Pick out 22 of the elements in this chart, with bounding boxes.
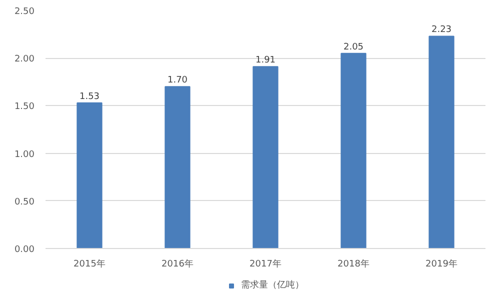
bar <box>164 86 190 248</box>
data-label: 1.70 <box>167 76 188 86</box>
bar <box>340 52 366 248</box>
bar <box>428 36 454 248</box>
legend-label: 需求量（亿吨） <box>241 279 304 292</box>
y-tick-label: 1.00 <box>14 150 35 160</box>
x-tick-label: 2015年 <box>74 258 106 270</box>
y-tick-label: 0.00 <box>14 245 35 255</box>
x-tick-label: 2017年 <box>250 258 282 270</box>
data-label: 1.91 <box>255 56 276 66</box>
y-tick-label: 1.50 <box>14 102 35 112</box>
bar <box>252 66 278 248</box>
x-tick-label: 2019年 <box>426 258 458 270</box>
y-tick-label: 0.50 <box>14 197 35 208</box>
bar <box>76 102 102 248</box>
data-label: 2.23 <box>431 25 452 36</box>
x-tick-label: 2018年 <box>338 258 370 270</box>
data-label: 1.53 <box>79 92 100 102</box>
x-tick-label: 2016年 <box>162 258 194 270</box>
y-tick-label: 2.50 <box>14 7 35 17</box>
y-tick-label: 2.00 <box>14 54 35 65</box>
data-label: 2.05 <box>343 42 364 52</box>
